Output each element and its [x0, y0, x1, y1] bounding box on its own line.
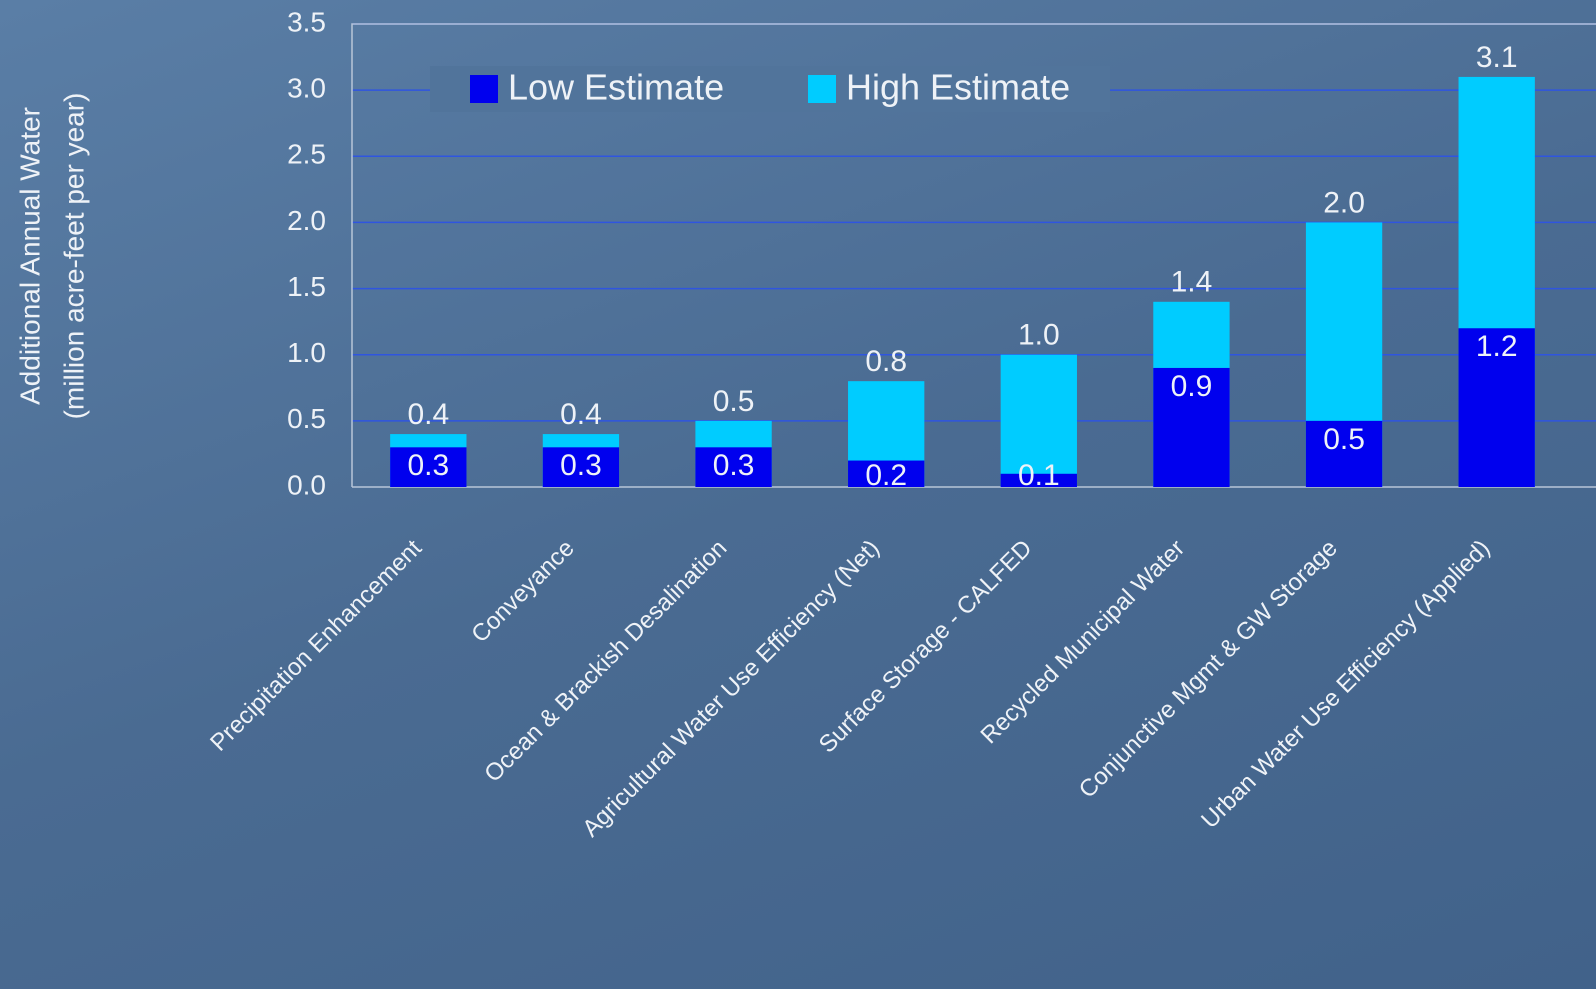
bar [390, 447, 467, 487]
x-tick-label: Ocean & Brackish Desalination [479, 535, 732, 788]
bar [1153, 367, 1230, 487]
legend-label: Low Estimate [508, 67, 724, 108]
x-tick-label: Conjunctive Mgmt & GW Storage [1074, 535, 1343, 804]
data-label: 0.3 [713, 449, 755, 482]
data-label: 0.4 [407, 398, 449, 431]
x-tick-label: Precipitation Enhancement [205, 534, 427, 756]
y-tick-label: 1.5 [287, 271, 326, 302]
data-label: 2.0 [1323, 186, 1365, 219]
bar [542, 447, 620, 487]
y-tick-label: 2.0 [287, 205, 326, 236]
bar [848, 460, 925, 487]
data-label: 1.0 [1018, 319, 1060, 352]
bar [1000, 354, 1077, 487]
legend-box [430, 66, 1110, 112]
data-label: 0.9 [1171, 370, 1213, 403]
legend-label: High Estimate [846, 67, 1070, 108]
data-label: 0.4 [560, 398, 602, 431]
data-label: 1.4 [1171, 266, 1213, 299]
data-label: 0.3 [560, 449, 602, 482]
legend-swatch [808, 75, 836, 103]
data-label: 3.1 [1476, 41, 1518, 74]
y-axis-title: (million acre-feet per year) [58, 93, 89, 420]
data-label: 1.2 [1476, 330, 1518, 363]
y-tick-label: 3.5 [287, 6, 326, 37]
x-tick-label: Conveyance [466, 535, 579, 648]
y-tick-label: 3.0 [287, 73, 326, 104]
y-tick-label: 0.0 [287, 469, 326, 500]
y-tick-label: 1.0 [287, 337, 326, 368]
data-label: 0.3 [407, 449, 449, 482]
y-tick-label: 0.5 [287, 403, 326, 434]
data-label: 0.5 [1323, 423, 1365, 456]
data-label: 0.8 [865, 345, 907, 378]
legend-swatch [470, 75, 498, 103]
bar [1000, 473, 1077, 487]
bar [1305, 420, 1383, 487]
data-label: 0.2 [865, 459, 907, 492]
plot-frame [351, 23, 1596, 487]
bar [1458, 328, 1535, 487]
x-tick-label: Agricultural Water Use Efficiency (Net) [577, 535, 885, 843]
x-tick-label: Urban Water Use Efficiency (Applied) [1196, 535, 1495, 834]
y-axis-title: Additional Annual Water [14, 107, 45, 405]
bar [695, 447, 772, 487]
y-tick-label: 2.5 [287, 139, 326, 170]
data-label: 0.5 [713, 385, 755, 418]
data-label: 0.1 [1018, 459, 1060, 492]
